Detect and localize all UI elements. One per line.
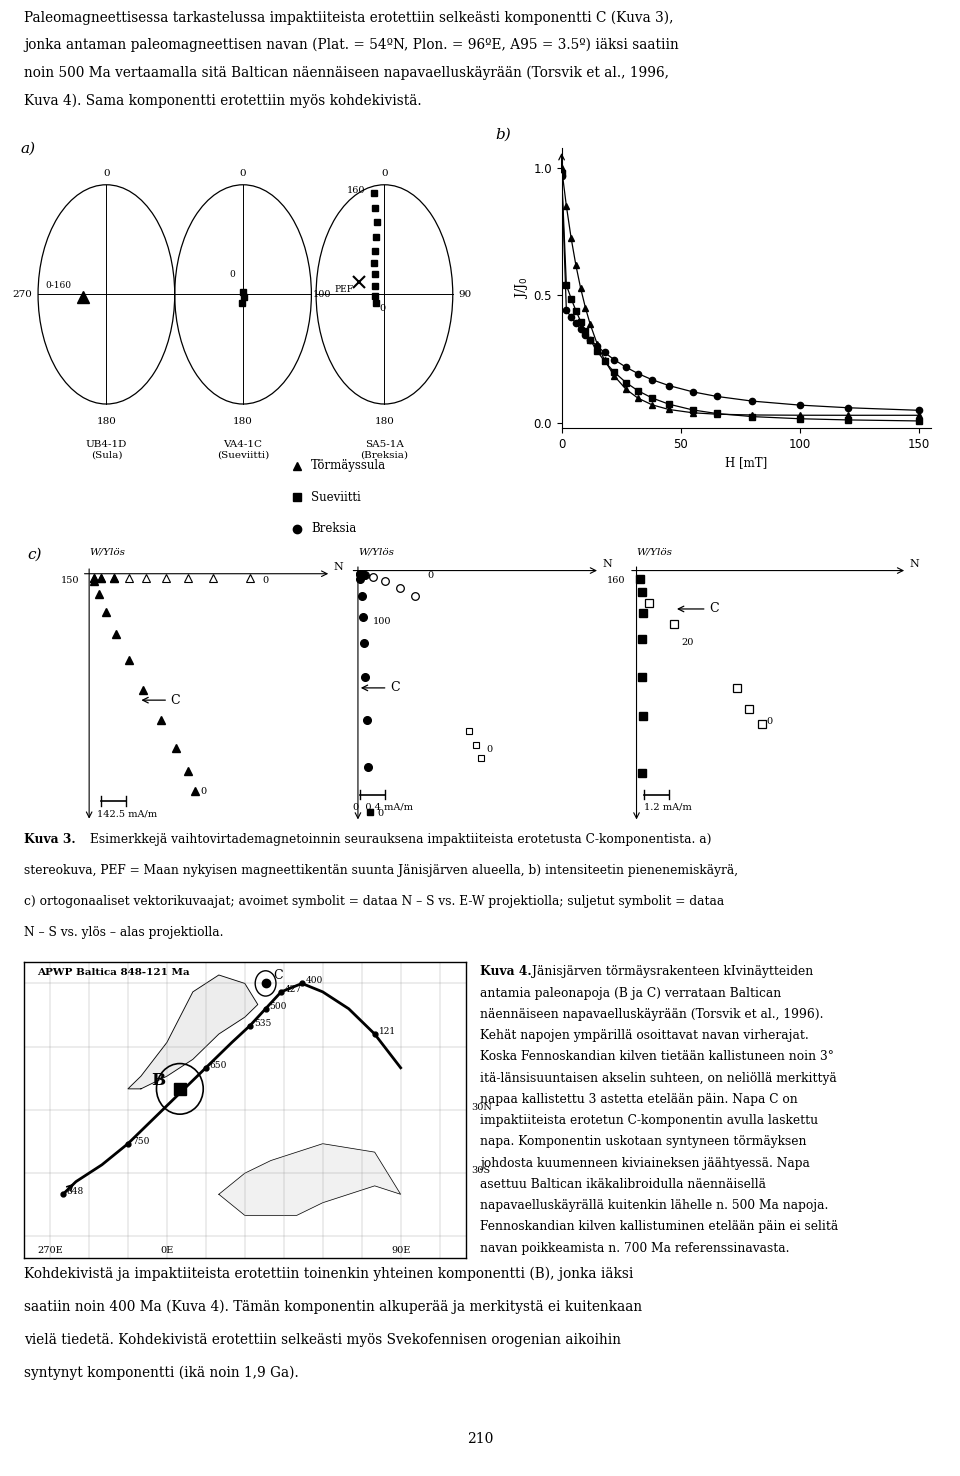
Text: 180: 180 xyxy=(96,416,116,425)
Text: 100: 100 xyxy=(372,617,392,626)
Text: W/Ylös: W/Ylös xyxy=(89,548,125,556)
Text: 500: 500 xyxy=(270,1002,287,1011)
Text: stereokuva, PEF = Maan nykyisen magneettikentän suunta Jänisjärven alueella, b) : stereokuva, PEF = Maan nykyisen magneett… xyxy=(24,865,738,877)
Text: 0: 0 xyxy=(767,717,773,726)
Text: saatiin noin 400 Ma (Kuva 4). Tämän komponentin alkuperää ja merkitystä ei kuite: saatiin noin 400 Ma (Kuva 4). Tämän komp… xyxy=(24,1300,642,1314)
Text: Törmäyssula: Törmäyssula xyxy=(311,459,386,472)
Text: N: N xyxy=(333,562,344,571)
Text: N – S vs. ylös – alas projektiolla.: N – S vs. ylös – alas projektiolla. xyxy=(24,925,224,939)
Text: 535: 535 xyxy=(253,1018,272,1027)
Y-axis label: J/J$_0$: J/J$_0$ xyxy=(514,276,531,300)
Text: 0: 0 xyxy=(103,168,109,177)
Text: napa. Komponentin uskotaan syntyneen törmäyksen: napa. Komponentin uskotaan syntyneen tör… xyxy=(480,1135,806,1148)
Text: N: N xyxy=(602,559,612,570)
Text: näennäiseen napavaelluskäyrään (Torsvik et al., 1996).: näennäiseen napavaelluskäyrään (Torsvik … xyxy=(480,1008,824,1021)
Text: 0: 0 xyxy=(262,576,268,584)
Text: jonka antaman paleomagneettisen navan (Plat. = 54ºN, Plon. = 96ºE, A95 = 3.5º) i: jonka antaman paleomagneettisen navan (P… xyxy=(24,38,679,52)
Text: itä-länsisuuntaisen akselin suhteen, on neliöllä merkittyä: itä-länsisuuntaisen akselin suhteen, on … xyxy=(480,1072,837,1085)
Text: 270E: 270E xyxy=(37,1246,62,1255)
Text: APWP Baltica 848-121 Ma: APWP Baltica 848-121 Ma xyxy=(37,968,190,977)
Text: vielä tiedetä. Kohdekivistä erotettiin selkeästi myös Svekofennisen orogenian ai: vielä tiedetä. Kohdekivistä erotettiin s… xyxy=(24,1333,621,1346)
Text: 90E: 90E xyxy=(391,1246,410,1255)
Text: 1.2 mA/m: 1.2 mA/m xyxy=(644,803,692,812)
Text: B: B xyxy=(152,1072,165,1089)
Polygon shape xyxy=(128,976,258,1089)
Text: navan poikkeamista n. 700 Ma referenssinavasta.: navan poikkeamista n. 700 Ma referenssin… xyxy=(480,1241,789,1255)
Text: 20: 20 xyxy=(682,638,694,648)
Text: 400: 400 xyxy=(306,977,324,986)
Text: C: C xyxy=(274,970,283,982)
Text: impaktiiteista erotetun C-komponentin avulla laskettu: impaktiiteista erotetun C-komponentin av… xyxy=(480,1114,818,1128)
Text: 270: 270 xyxy=(12,289,33,300)
Text: noin 500 Ma vertaamalla sitä Baltican näennäiseen napavaelluskäyrään (Torsvik et: noin 500 Ma vertaamalla sitä Baltican nä… xyxy=(24,65,669,80)
Text: a): a) xyxy=(20,142,36,155)
Text: 180: 180 xyxy=(374,416,395,425)
Text: 160: 160 xyxy=(348,186,366,195)
Text: asettuu Baltican ikäkalibroidulla näennäisellä: asettuu Baltican ikäkalibroidulla näennä… xyxy=(480,1178,766,1191)
Text: 160: 160 xyxy=(607,576,625,586)
Text: 0E: 0E xyxy=(160,1246,174,1255)
Text: 650: 650 xyxy=(209,1061,228,1070)
Text: C: C xyxy=(390,682,399,694)
Text: Kuva 3.: Kuva 3. xyxy=(24,834,76,846)
Text: c): c) xyxy=(28,548,42,561)
Text: 427: 427 xyxy=(285,984,302,993)
Text: Koska Fennoskandian kilven tietään kallistuneen noin 3°: Koska Fennoskandian kilven tietään kalli… xyxy=(480,1051,834,1063)
Text: Kehät napojen ympärillä osoittavat navan virherajat.: Kehät napojen ympärillä osoittavat navan… xyxy=(480,1029,808,1042)
Text: Paleomagneettisessa tarkastelussa impaktiiteista erotettiin selkeästi komponentt: Paleomagneettisessa tarkastelussa impakt… xyxy=(24,10,674,25)
Text: 0: 0 xyxy=(380,304,386,313)
Text: c) ortogonaaliset vektorikuvaajat; avoimet symbolit = dataa N – S vs. E-W projek: c) ortogonaaliset vektorikuvaajat; avoim… xyxy=(24,894,724,908)
Text: syntynyt komponentti (ikä noin 1,9 Ga).: syntynyt komponentti (ikä noin 1,9 Ga). xyxy=(24,1367,299,1380)
Text: 0: 0 xyxy=(381,168,388,177)
Text: C: C xyxy=(709,602,719,615)
Text: 30S: 30S xyxy=(470,1166,490,1175)
Text: W/Ylös: W/Ylös xyxy=(636,548,673,556)
Text: napavaelluskäyrällä kuitenkin lähelle n. 500 Ma napoja.: napavaelluskäyrällä kuitenkin lähelle n.… xyxy=(480,1199,828,1212)
Text: b): b) xyxy=(495,128,511,142)
Text: 0: 0 xyxy=(427,571,433,580)
Text: 30N: 30N xyxy=(470,1103,492,1111)
Text: 0-160: 0-160 xyxy=(45,282,71,291)
Text: C: C xyxy=(171,694,180,707)
Text: 142.5 mA/m: 142.5 mA/m xyxy=(97,809,156,819)
Text: UB4-1D
(Sula): UB4-1D (Sula) xyxy=(85,440,127,459)
Text: 210: 210 xyxy=(467,1432,493,1446)
Text: johdosta kuumenneen kiviaineksen jäähtyessä. Napa: johdosta kuumenneen kiviaineksen jäähtye… xyxy=(480,1157,810,1169)
Text: 848: 848 xyxy=(67,1187,84,1196)
Text: Sueviitti: Sueviitti xyxy=(311,490,361,503)
Text: 0  0.4 mA/m: 0 0.4 mA/m xyxy=(353,803,413,812)
Text: 0: 0 xyxy=(240,168,247,177)
Text: 90: 90 xyxy=(459,289,471,300)
Text: Jänisjärven törmäysrakenteen kIvinäytteiden: Jänisjärven törmäysrakenteen kIvinäyttei… xyxy=(533,965,814,979)
Text: Kuva 4). Sama komponentti erotettiin myös kohdekivistä.: Kuva 4). Sama komponentti erotettiin myö… xyxy=(24,93,421,108)
Text: VA4-1C
(Sueviitti): VA4-1C (Sueviitti) xyxy=(217,440,269,459)
Text: Kohdekivistä ja impaktiiteista erotettiin toinenkin yhteinen komponentti (B), jo: Kohdekivistä ja impaktiiteista erotettii… xyxy=(24,1266,634,1281)
Polygon shape xyxy=(219,1144,400,1215)
Text: Breksia: Breksia xyxy=(311,523,356,536)
Text: 180: 180 xyxy=(233,416,253,425)
Text: 0: 0 xyxy=(377,809,384,818)
Text: Kuva 4.: Kuva 4. xyxy=(480,965,532,979)
Text: napaa kallistettu 3 astetta etelään päin. Napa C on: napaa kallistettu 3 astetta etelään päin… xyxy=(480,1092,798,1106)
Text: 0: 0 xyxy=(229,270,235,279)
Text: 121: 121 xyxy=(378,1027,396,1036)
Text: antamia paleonapoja (B ja C) verrataan Baltican: antamia paleonapoja (B ja C) verrataan B… xyxy=(480,986,781,999)
Text: W/Ylös: W/Ylös xyxy=(358,548,394,556)
Text: 0: 0 xyxy=(201,787,206,796)
Text: 0: 0 xyxy=(487,745,492,754)
Text: N: N xyxy=(909,559,920,570)
Text: PEF: PEF xyxy=(335,285,354,294)
Text: SA5-1A
(Breksia): SA5-1A (Breksia) xyxy=(360,440,408,459)
Text: Esimerkkejä vaihtovirtademagnetoinnin seurauksena impaktiiteista erotetusta C-ko: Esimerkkejä vaihtovirtademagnetoinnin se… xyxy=(90,834,711,846)
Text: Fennoskandian kilven kallistuminen etelään päin ei selitä: Fennoskandian kilven kallistuminen etelä… xyxy=(480,1221,838,1234)
Text: 750: 750 xyxy=(132,1137,149,1145)
X-axis label: H [mT]: H [mT] xyxy=(725,456,768,469)
Text: 150: 150 xyxy=(60,576,80,584)
Text: 100: 100 xyxy=(313,289,331,300)
